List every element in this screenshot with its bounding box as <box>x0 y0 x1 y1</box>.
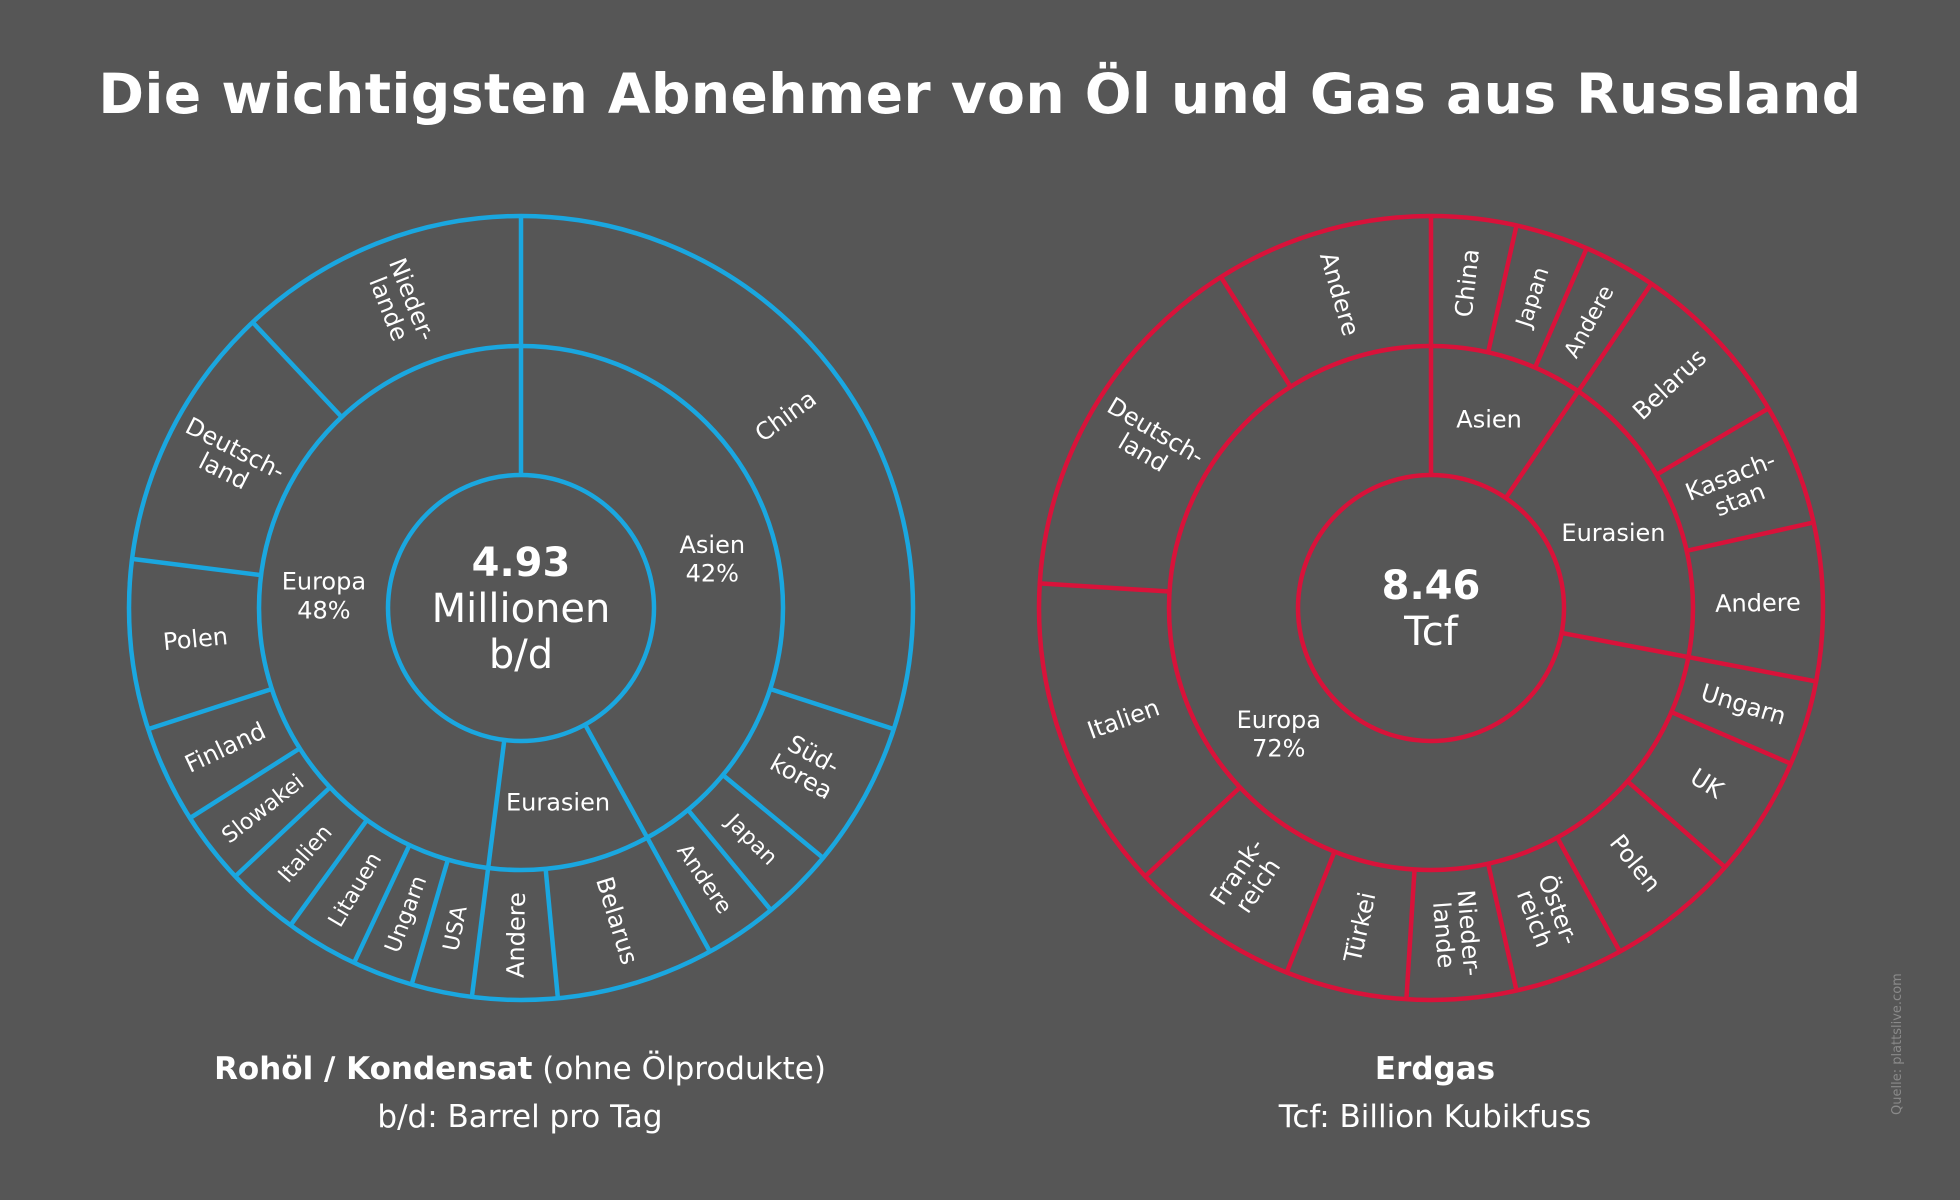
oil-country-label-andere: Andere <box>502 892 531 978</box>
oil-country-label-andere: Andere <box>671 840 736 919</box>
oil-region-label-asien: Asien 42% <box>680 531 746 588</box>
oil-country-label-nieder-lande: Nieder-lande <box>360 254 441 354</box>
oil-country-divider <box>409 858 451 986</box>
oil-country-divider <box>233 785 332 878</box>
oil-region-label-europa: Europa 48% <box>282 568 366 625</box>
gas-country-divider <box>1655 406 1770 477</box>
gas-country-divider <box>1555 836 1622 953</box>
oil-country-divider <box>352 844 412 964</box>
oil-country-label-usa: USA <box>439 904 473 954</box>
oil-caption-bold: Rohöl / Kondensat <box>214 1051 533 1087</box>
oil-country-label-belarus: Belarus <box>590 873 643 967</box>
gas-country-label-andere: Andere <box>1715 589 1801 618</box>
gas-region-label-europa: Europa 72% <box>1237 706 1321 763</box>
gas-country-label-italien: Italien <box>1084 693 1164 745</box>
gas-country-divider <box>1485 863 1519 992</box>
gas-caption-line1: Erdgas <box>1035 1045 1835 1093</box>
oil-region-label-eurasien: Eurasien <box>506 788 610 816</box>
gas-center-unit: Tcf <box>1403 609 1459 655</box>
oil-country-label-sued-korea: Süd-korea <box>765 727 849 806</box>
gas-center-value: 8.46 <box>1382 563 1481 609</box>
gas-country-divider <box>1626 779 1727 869</box>
gas-caption-bold: Erdgas <box>1374 1051 1496 1087</box>
gas-country-divider <box>1143 785 1242 878</box>
oil-caption-line2: b/d: Barrel pro Tag <box>377 1099 663 1135</box>
oil-country-label-china: China <box>750 385 822 448</box>
oil-caption-rest: (ohne Ölprodukte) <box>532 1051 826 1087</box>
oil-country-label-polen: Polen <box>162 622 229 656</box>
gas-country-label-kasach-stan: Kasach-stan <box>1682 446 1789 530</box>
oil-center-value: 4.93 <box>472 540 571 586</box>
gas-country-divider <box>1039 581 1170 594</box>
source-note: Quelle: plattslive.com <box>1890 973 1905 1115</box>
gas-region-divider-eurasien <box>1503 282 1654 500</box>
oil-country-divider <box>147 686 273 732</box>
gas-country-label-japan: Japan <box>1511 264 1554 332</box>
oil-country-label-deutsch-land: Deutsch-land <box>169 412 289 508</box>
oil-center-unit: Millionen <box>432 586 611 632</box>
oil-country-divider <box>686 808 773 912</box>
oil-country-divider <box>251 320 344 419</box>
gas-country-divider <box>1485 224 1519 353</box>
oil-country-label-slowakei: Slowakei <box>218 770 310 849</box>
oil-country-divider <box>288 818 369 927</box>
oil-country-divider <box>543 868 561 999</box>
gas-region-label-asien: Asien <box>1456 406 1522 434</box>
gas-country-divider <box>1532 247 1589 369</box>
gas-caption: Erdgas Tcf: Billion Kubikfuss <box>1035 1045 1835 1141</box>
gas-country-label-belarus: Belarus <box>1627 343 1712 425</box>
oil-region-divider-eurasien <box>583 723 712 953</box>
oil-country-divider <box>188 746 301 820</box>
gas-country-label-tuerkei: Türkei <box>1338 890 1381 966</box>
oil-country-label-finland: Finland <box>181 717 271 779</box>
gas-country-divider <box>1284 850 1337 974</box>
gas-country-label-ungarn: Ungarn <box>1698 678 1790 730</box>
gas-country-label-andere: Andere <box>1314 249 1365 339</box>
oil-center-unit: b/d <box>489 632 553 678</box>
oil-country-divider <box>769 686 895 732</box>
gas-country-divider <box>1686 520 1815 554</box>
gas-country-divider <box>1670 709 1792 766</box>
oil-country-label-litauen: Litauen <box>324 848 387 931</box>
gas-country-label-uk: UK <box>1685 763 1729 805</box>
oil-country-divider <box>131 556 262 578</box>
gas-country-label-china: China <box>1450 247 1485 318</box>
gas-caption-line2: Tcf: Billion Kubikfuss <box>1278 1099 1592 1135</box>
gas-country-label-deutsch-land: Deutsch-land <box>1090 392 1210 492</box>
gas-country-label-nieder-lande: Nieder-lande <box>1426 889 1486 979</box>
oil-country-divider <box>721 773 825 860</box>
gas-country-label-polen: Polen <box>1604 829 1666 897</box>
gas-country-divider <box>1404 869 1417 1000</box>
gas-country-label-frank-reich: Frank-reich <box>1205 833 1291 924</box>
oil-caption-line1: Rohöl / Kondensat (ohne Ölprodukte) <box>120 1045 920 1093</box>
oil-region-divider-europa <box>469 739 507 998</box>
gas-country-divider <box>1219 275 1293 388</box>
gas-region-divider-europa <box>1561 630 1817 684</box>
gas-sunburst-chart: Asien China Japan Andere Eurasien Belarus Kasa… <box>1036 213 1826 1003</box>
oil-sunburst-chart: Asien 42%ChinaSüd-koreaJapanAndereEurasie… <box>126 213 916 1003</box>
oil-caption: Rohöl / Kondensat (ohne Ölprodukte) b/d:… <box>120 1045 920 1141</box>
gas-region-label-eurasien: Eurasien <box>1561 519 1665 547</box>
gas-country-label-oester-reich: Öster-reich <box>1509 870 1585 957</box>
chart-title: Die wichtigsten Abnehmer von Öl und Gas … <box>98 62 1862 126</box>
